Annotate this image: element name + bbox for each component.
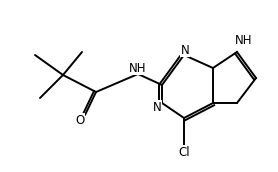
Text: Cl: Cl (178, 146, 190, 159)
Text: N: N (153, 100, 161, 114)
Text: N: N (181, 44, 189, 56)
Text: NH: NH (235, 34, 253, 46)
Text: NH: NH (129, 62, 147, 74)
Text: O: O (75, 114, 85, 126)
